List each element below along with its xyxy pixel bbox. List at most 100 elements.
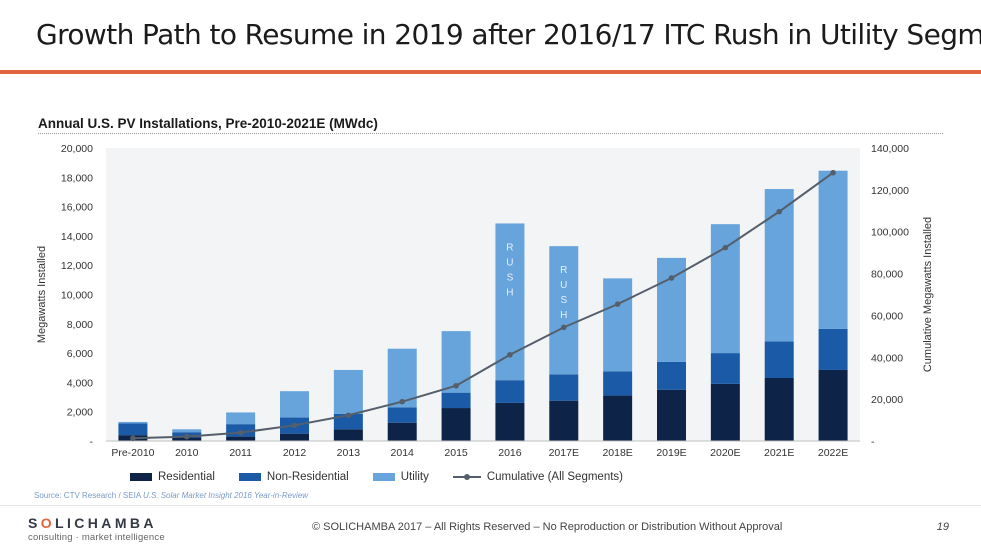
bar-non-residential (441, 392, 471, 409)
bar-utility (818, 170, 848, 329)
chart-title: Annual U.S. PV Installations, Pre-2010-2… (38, 116, 378, 131)
x-tick-label: 2016 (498, 447, 522, 459)
cumulative-point (453, 382, 459, 389)
cumulative-point (560, 324, 567, 331)
y-axis-label: Megawatts Installed (36, 246, 48, 343)
slide-title: Growth Path to Resume in 2019 after 2016… (36, 18, 981, 51)
y2-tick-label: 120,000 (871, 185, 909, 197)
legend-item-cumulative: Cumulative (All Segments) (452, 471, 623, 483)
cumulative-point (399, 398, 406, 405)
y2-axis-label: Cumulative Megawatts Installed (922, 217, 934, 372)
bar-non-residential (603, 371, 633, 396)
legend-label-non-residential: Non-Residential (266, 471, 349, 483)
x-tick-label: 2017E (549, 447, 579, 459)
company-logo: SOLICHAMBA consulting · market intellige… (28, 515, 165, 543)
bar-non-residential (549, 374, 579, 401)
logo-wordmark: SOLICHAMBA (28, 515, 157, 531)
bar-non-residential (764, 341, 794, 379)
cumulative-point (130, 435, 136, 442)
source-publication: U.S. Solar Market Insight 2016 Year-in-R… (142, 491, 309, 500)
bar-residential (333, 429, 363, 441)
bar-utility (333, 369, 363, 414)
x-tick-label: 2018E (602, 447, 632, 459)
bar-residential (387, 422, 417, 441)
x-tick-label: 2012 (283, 447, 307, 459)
source-prefix: Source: CTV Research / SEIA (34, 491, 143, 500)
y-tick-label: 6,000 (67, 348, 93, 360)
bar-utility (657, 257, 686, 362)
y-tick-label: 14,000 (61, 231, 93, 243)
legend-swatch-utility (372, 473, 395, 481)
bar-non-residential (118, 423, 148, 436)
bar-residential (549, 400, 579, 441)
y-tick-label: 2,000 (67, 407, 93, 419)
bar-residential (226, 436, 256, 441)
bar-residential (818, 369, 848, 441)
legend: Residential Non-Residential Utility Cumu… (130, 471, 647, 483)
rush-annotation-letter: R (506, 242, 513, 253)
bar-residential (495, 402, 525, 441)
legend-label-cumulative: Cumulative (All Segments) (486, 471, 623, 483)
cumulative-line (132, 171, 834, 440)
cumulative-point (345, 412, 352, 419)
bar-non-residential (387, 407, 417, 423)
x-tick-label: 2020E (710, 447, 740, 459)
rush-annotation-letter: S (507, 272, 514, 283)
bar-residential (280, 433, 309, 441)
x-tick-label: 2014 (391, 447, 415, 459)
x-tick-label: 2013 (337, 447, 361, 459)
cumulative-point (830, 169, 836, 176)
bar-residential (657, 389, 686, 441)
bar-utility (387, 348, 417, 408)
cumulative-point (183, 433, 190, 440)
y-tick-label: 10,000 (61, 290, 93, 302)
cumulative-point (722, 244, 729, 251)
legend-label-utility: Utility (400, 471, 429, 483)
bar-non-residential (333, 413, 363, 430)
title-underline (0, 70, 981, 74)
rush-annotation-letter: S (560, 295, 567, 306)
legend-item-non-residential: Non-Residential (238, 471, 349, 483)
bar-residential (764, 378, 794, 441)
chart-title-divider (38, 133, 943, 134)
bar-residential (441, 408, 471, 441)
page-number: 19 (936, 521, 949, 533)
bar-utility (441, 331, 471, 393)
x-tick-label: 2022E (818, 447, 848, 459)
cumulative-point (291, 422, 298, 429)
legend-label-residential: Residential (158, 471, 215, 483)
bar-non-residential (657, 361, 686, 390)
bar-residential (710, 383, 740, 441)
bar-utility (280, 391, 309, 418)
legend-swatch-residential (130, 473, 152, 481)
bar-utility (226, 412, 256, 425)
legend-item-residential: Residential (130, 471, 215, 483)
x-tick-label: 2019E (656, 447, 686, 459)
y-tick-label: 20,000 (61, 143, 93, 155)
cumulative-point (237, 429, 244, 436)
y-tick-label: 4,000 (67, 377, 93, 389)
y2-tick-label: 80,000 (871, 269, 903, 281)
legend-swatch-non-residential (238, 473, 261, 481)
y2-tick-label: 140,000 (871, 143, 909, 155)
y-tick-label: 16,000 (61, 202, 93, 214)
y2-tick-label: - (871, 436, 875, 448)
bar-utility (118, 421, 148, 424)
rush-annotation-letter: R (560, 265, 567, 276)
source-note: Source: CTV Research / SEIA U.S. Solar M… (34, 491, 308, 500)
legend-swatch-cumulative (452, 472, 481, 482)
y-tick-label: 12,000 (61, 260, 93, 272)
x-tick-label: 2011 (229, 447, 252, 459)
y2-tick-label: 40,000 (871, 352, 903, 364)
x-tick-label: 2010 (175, 447, 199, 459)
legend-item-utility: Utility (372, 471, 429, 483)
x-tick-label: Pre-2010 (111, 447, 154, 459)
cumulative-point (614, 301, 621, 307)
y-tick-label: - (90, 436, 94, 448)
y2-tick-label: 60,000 (871, 310, 903, 322)
rush-annotation-letter: H (560, 310, 567, 321)
plot-area (106, 148, 860, 441)
y2-tick-label: 100,000 (871, 227, 909, 239)
bar-utility (172, 429, 202, 433)
